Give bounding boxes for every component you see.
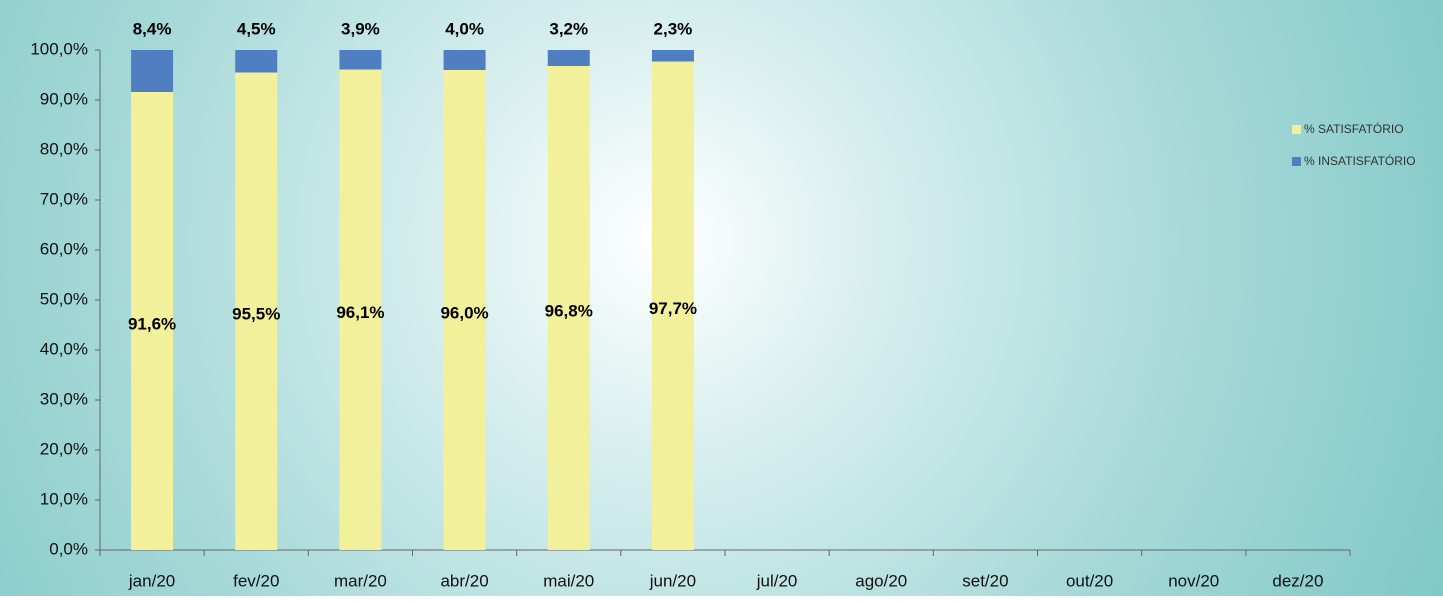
bar-segment xyxy=(235,50,277,73)
y-tick-label: 50,0% xyxy=(40,289,88,308)
x-tick-label: mai/20 xyxy=(543,571,594,590)
value-label: 4,0% xyxy=(445,19,484,38)
y-tick-label: 70,0% xyxy=(40,189,88,208)
background xyxy=(0,0,1443,596)
bar-segment xyxy=(339,50,381,70)
x-tick-label: jan/20 xyxy=(128,571,175,590)
y-tick-label: 40,0% xyxy=(40,339,88,358)
y-tick-label: 30,0% xyxy=(40,389,88,408)
bar-segment xyxy=(652,50,694,62)
y-tick-label: 90,0% xyxy=(40,89,88,108)
value-label: 96,1% xyxy=(336,303,384,322)
value-label: 97,7% xyxy=(649,299,697,318)
value-label: 96,0% xyxy=(440,303,488,322)
y-tick-label: 80,0% xyxy=(40,139,88,158)
y-tick-label: 60,0% xyxy=(40,239,88,258)
x-tick-label: nov/20 xyxy=(1168,571,1219,590)
x-tick-label: fev/20 xyxy=(233,571,279,590)
x-tick-label: abr/20 xyxy=(440,571,488,590)
x-tick-label: out/20 xyxy=(1066,571,1113,590)
legend-swatch xyxy=(1292,125,1301,134)
legend-label: % SATISFATÓRIO xyxy=(1304,121,1404,136)
x-tick-label: set/20 xyxy=(962,571,1008,590)
y-tick-label: 10,0% xyxy=(40,489,88,508)
value-label: 96,8% xyxy=(545,301,593,320)
chart: 0,0% 10,0% 20,0% 30,0% 40,0% 50,0% 60,0% 70,0% 8… xyxy=(0,0,1443,596)
value-label: 8,4% xyxy=(133,19,172,38)
bar-segment xyxy=(548,50,590,66)
x-tick-label: jul/20 xyxy=(756,571,798,590)
value-label: 2,3% xyxy=(654,19,693,38)
legend-swatch xyxy=(1292,157,1301,166)
y-tick-label: 20,0% xyxy=(40,439,88,458)
x-tick-label: jun/20 xyxy=(649,571,696,590)
x-tick-label: ago/20 xyxy=(855,571,907,590)
bar-segment xyxy=(131,50,173,92)
value-label: 3,2% xyxy=(549,19,588,38)
x-tick-label: dez/20 xyxy=(1272,571,1323,590)
value-label: 3,9% xyxy=(341,19,380,38)
legend-label: % INSATISFATÓRIO xyxy=(1304,153,1416,168)
y-tick-label: 0,0% xyxy=(49,539,88,558)
y-tick-label: 100,0% xyxy=(30,39,88,58)
value-label: 91,6% xyxy=(128,314,176,333)
x-tick-label: mar/20 xyxy=(334,571,387,590)
bar-segment xyxy=(444,50,486,70)
value-label: 4,5% xyxy=(237,19,276,38)
value-label: 95,5% xyxy=(232,305,280,324)
